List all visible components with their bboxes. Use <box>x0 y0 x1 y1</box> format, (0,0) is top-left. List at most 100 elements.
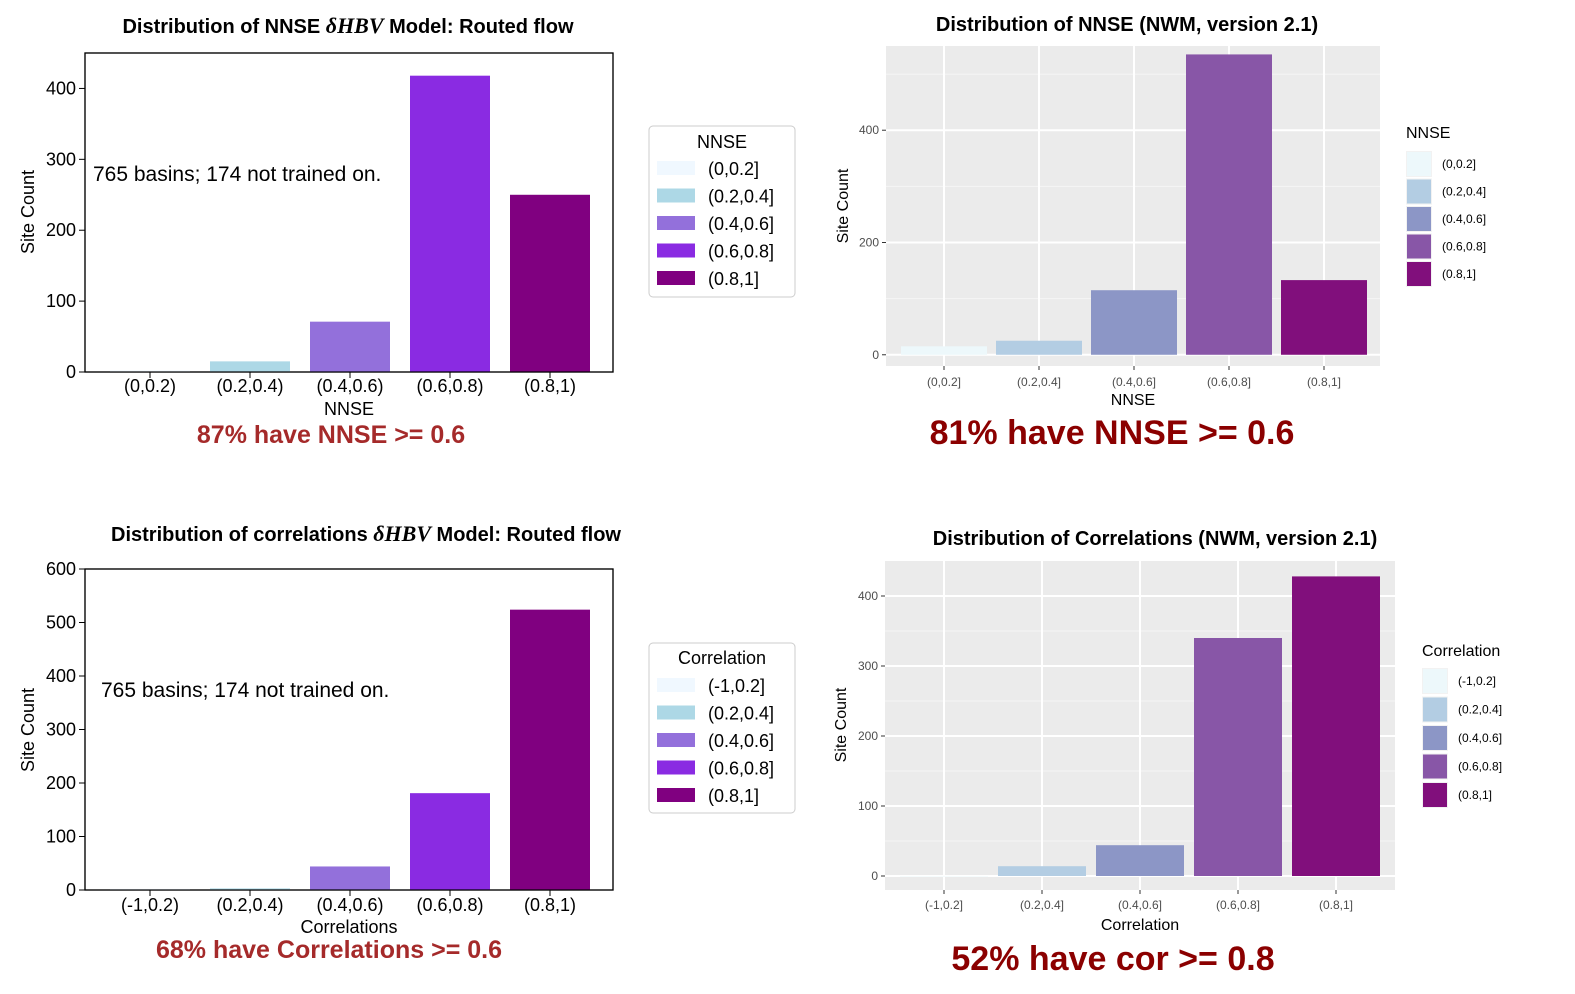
legend-title: Correlation <box>1422 643 1500 660</box>
legend-swatch-3 <box>1407 207 1431 231</box>
legend-swatch-4 <box>1407 234 1431 259</box>
bar-5 <box>1281 280 1367 355</box>
x-tick-label: (0.8,1) <box>524 376 576 396</box>
chart-title-part: Distribution of correlations <box>111 524 373 546</box>
y-tick-label: 400 <box>46 666 76 686</box>
x-tick-label: (0,0.2] <box>927 375 961 389</box>
summary-text: 81% have NNSE >= 0.6 <box>930 414 1295 452</box>
y-axis-label: Site Count <box>18 688 38 772</box>
chart-title: Distribution of Correlations (NWM, versi… <box>933 528 1377 550</box>
bar-2 <box>210 361 290 372</box>
legend-swatch-5 <box>657 271 695 285</box>
bar-3 <box>310 866 390 890</box>
chart-title-part: Distribution of NNSE (NWM, version 2.1) <box>936 14 1318 36</box>
legend-swatch-4 <box>1423 754 1447 779</box>
plot-annotation: 765 basins; 174 not trained on. <box>101 679 389 702</box>
legend-label-1: (0,0.2] <box>1442 157 1476 171</box>
x-tick-label: (0,0.2) <box>124 376 176 396</box>
y-tick-label: 200 <box>859 235 879 249</box>
x-tick-label: (0.4,0.6] <box>1118 898 1162 912</box>
legend-swatch-1 <box>1423 669 1447 693</box>
summary-text: 52% have cor >= 0.8 <box>951 940 1274 978</box>
y-tick-label: 100 <box>46 827 76 847</box>
y-tick-label: 500 <box>46 613 76 633</box>
legend: Correlation (-1,0.2] (0.2,0.4] (0.4,0.6] (0.… <box>1422 643 1502 808</box>
legend-label-2: (0.2,0.4] <box>1442 185 1486 199</box>
x-tick-label: (0.6,0.8) <box>416 376 483 396</box>
y-tick-label: 300 <box>46 149 76 169</box>
chart-3: Distribution of correlations δHBV Model:… <box>18 521 796 964</box>
y-tick-label: 100 <box>858 799 878 813</box>
y-tick-label: 400 <box>858 589 878 603</box>
summary-text: 87% have NNSE >= 0.6 <box>197 421 465 449</box>
bar-2 <box>998 866 1086 876</box>
chart-title: Distribution of NNSE (NWM, version 2.1) <box>936 14 1318 36</box>
legend-swatch-3 <box>1423 726 1447 750</box>
legend-label-3: (0.4,0.6] <box>1458 731 1502 745</box>
bar-3 <box>310 321 390 372</box>
y-tick-label: 200 <box>46 220 76 240</box>
chart-title-part: Model: Routed flow <box>384 16 574 38</box>
legend-title: NNSE <box>1406 125 1450 142</box>
legend-swatch-2 <box>1423 697 1447 722</box>
x-axis-label: Correlation <box>1101 917 1179 934</box>
legend-swatch-5 <box>1423 783 1447 807</box>
chart-title-part: Distribution of Correlations (NWM, versi… <box>933 528 1377 550</box>
bar-5 <box>510 609 590 890</box>
legend-title: Correlation <box>678 648 766 668</box>
x-tick-label: (0.4,0.6) <box>316 895 383 915</box>
x-tick-label: (0.6,0.8] <box>1216 898 1260 912</box>
legend-title: NNSE <box>697 132 747 152</box>
legend-swatch-4 <box>657 243 695 258</box>
legend-label-3: (0.4,0.6] <box>708 731 774 751</box>
plot-annotation: 765 basins; 174 not trained on. <box>93 163 381 186</box>
legend-swatch-3 <box>657 733 695 747</box>
x-tick-label: (0.2,0.4] <box>1017 375 1061 389</box>
legend-label-3: (0.4,0.6] <box>1442 212 1486 226</box>
legend-label-4: (0.6,0.8] <box>1442 240 1486 254</box>
y-tick-label: 300 <box>858 659 878 673</box>
chart-1: Distribution of NNSE δHBV Model: Routed … <box>18 13 796 449</box>
chart-title: Distribution of NNSE δHBV Model: Routed … <box>122 13 573 38</box>
legend-label-4: (0.6,0.8] <box>708 242 774 262</box>
legend-label-3: (0.4,0.6] <box>708 214 774 234</box>
x-tick-label: (0.2,0.4) <box>216 376 283 396</box>
x-tick-label: (-1,0.2] <box>925 898 963 912</box>
legend-swatch-5 <box>657 788 695 802</box>
y-axis-label: Site Count <box>18 170 38 254</box>
legend-swatch-5 <box>1407 262 1431 286</box>
legend-label-1: (0,0.2] <box>708 159 759 179</box>
y-tick-label: 0 <box>872 348 879 362</box>
bar-5 <box>510 194 590 372</box>
bar-1 <box>901 346 987 355</box>
legend-label-5: (0.8,1] <box>1442 267 1476 281</box>
bar-4 <box>1194 638 1282 876</box>
x-tick-label: (0.6,0.8] <box>1207 375 1251 389</box>
chart-title-part: Model: Routed flow <box>431 524 621 546</box>
legend-label-4: (0.6,0.8] <box>1458 760 1502 774</box>
x-tick-label: (0.4,0.6) <box>316 376 383 396</box>
legend-label-5: (0.8,1] <box>708 786 759 806</box>
x-tick-label: (0.2,0.4) <box>216 895 283 915</box>
x-tick-label: (-1,0.2) <box>121 895 179 915</box>
bar-4 <box>1186 54 1272 355</box>
bar-4 <box>410 793 490 890</box>
y-tick-label: 200 <box>858 729 878 743</box>
x-tick-label: (0.4,0.6] <box>1112 375 1156 389</box>
x-tick-label: (0.8,1) <box>524 895 576 915</box>
chart-4: Distribution of Correlations (NWM, versi… <box>833 528 1502 978</box>
chart-title-part: δHBV <box>373 521 433 546</box>
y-tick-label: 0 <box>66 362 76 382</box>
y-axis-label: Site Count <box>835 168 852 243</box>
x-tick-label: (0.8,1] <box>1307 375 1341 389</box>
plot-border <box>84 52 614 373</box>
x-axis-label: Correlations <box>300 917 397 937</box>
x-axis-label: NNSE <box>1111 392 1155 409</box>
y-tick-label: 600 <box>46 559 76 579</box>
bar-3 <box>1091 290 1177 355</box>
x-tick-label: (0.8,1] <box>1319 898 1353 912</box>
y-tick-label: 300 <box>46 720 76 740</box>
chart-title-part: δHBV <box>326 13 386 38</box>
bar-2 <box>996 340 1082 355</box>
bar-2 <box>210 888 290 890</box>
